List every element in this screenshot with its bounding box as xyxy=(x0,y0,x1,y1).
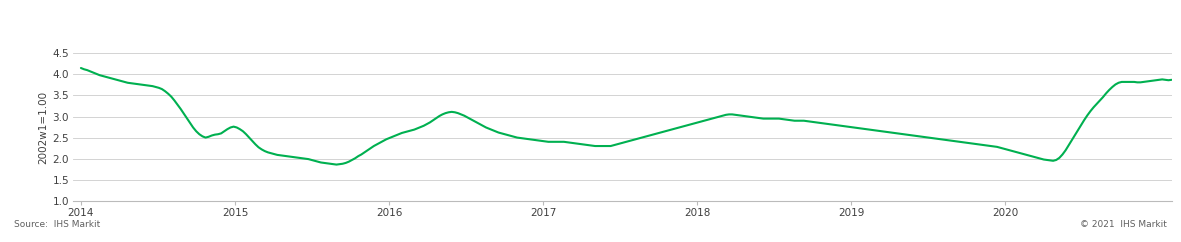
Text: Source:  IHS Markit: Source: IHS Markit xyxy=(14,220,100,229)
Text: Materials  Price Index: Materials Price Index xyxy=(14,19,195,34)
Text: © 2021  IHS Markit: © 2021 IHS Markit xyxy=(1079,220,1167,229)
Y-axis label: 2002w1=1.00: 2002w1=1.00 xyxy=(38,91,48,164)
